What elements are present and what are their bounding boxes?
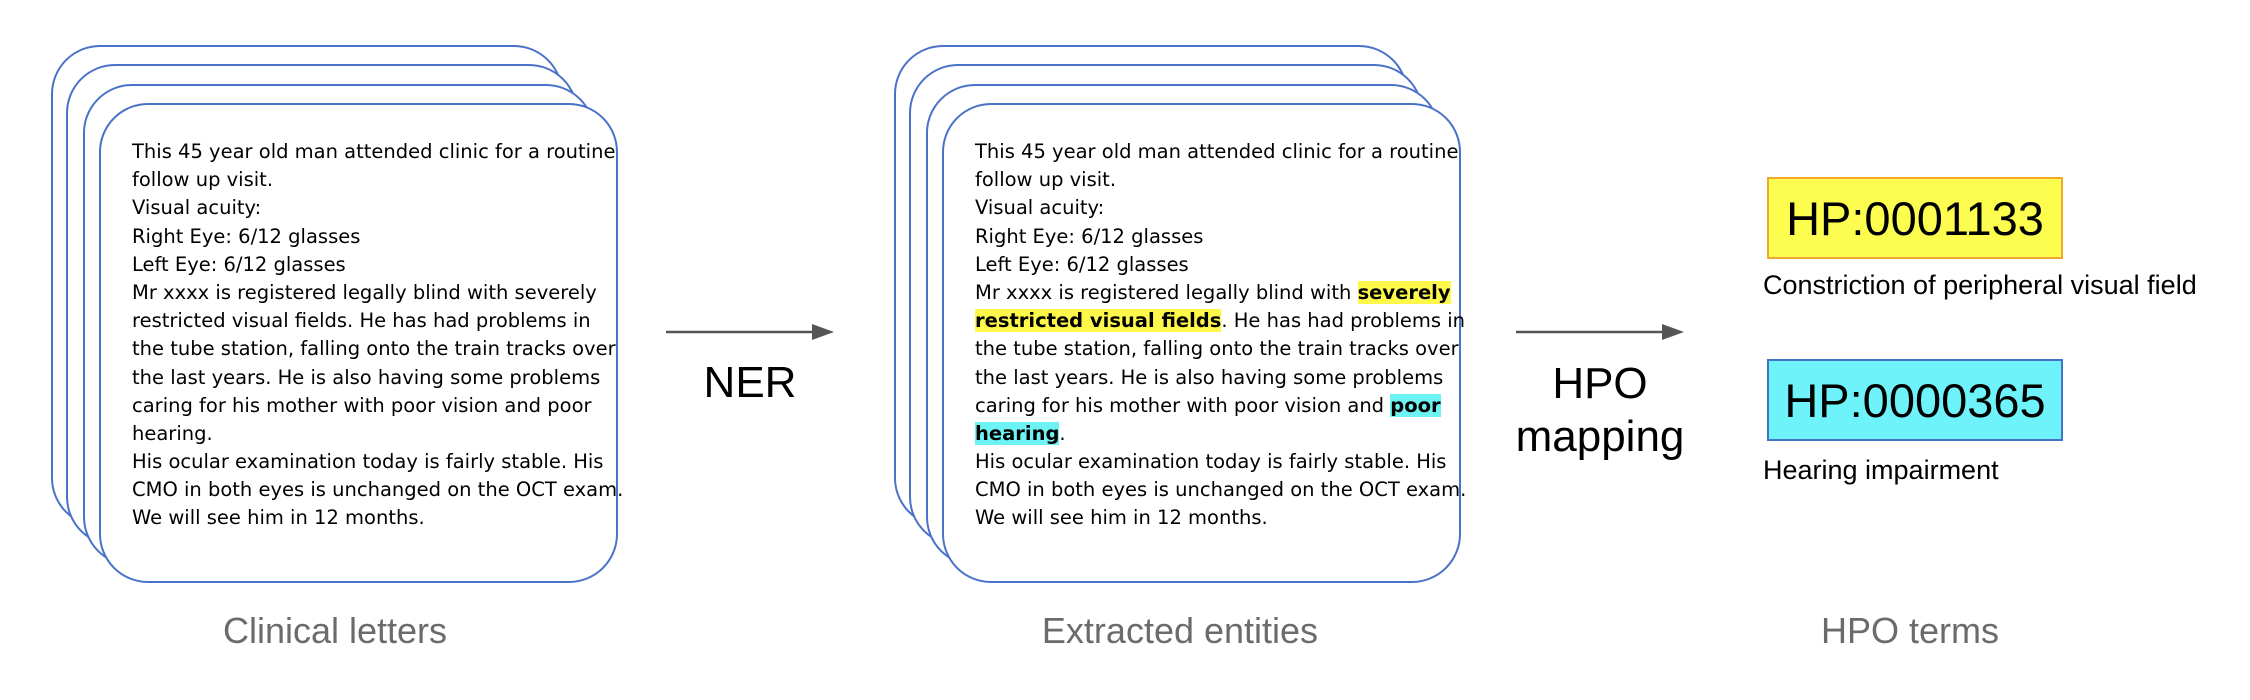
entity-highlight-hearing: hearing <box>975 421 1060 445</box>
hpo-term-box-hearing: HP:0000365 <box>1767 359 2063 441</box>
clinical-letter-text: This 45 year old man attended clinic for… <box>132 138 623 533</box>
letter-line: restricted visual fields. He has had pro… <box>132 309 591 333</box>
entity-letter-line: hearing. <box>975 420 1466 448</box>
hpo-step-line: HPO <box>1552 359 1648 408</box>
letter-line: the tube station, falling onto the train… <box>132 337 616 361</box>
hpo-term-name-visual-field: Constriction of peripheral visual field <box>1763 270 2197 300</box>
entity-highlight-visual: severely <box>1357 280 1451 304</box>
entity-letter-line: the last years. He is also having some p… <box>975 365 1444 389</box>
entity-letter-line: We will see him in 12 months. <box>975 506 1268 530</box>
ner-arrow-head <box>812 324 834 340</box>
entity-letter-line: His ocular examination today is fairly s… <box>975 450 1447 474</box>
ner-step-label: NER <box>703 358 797 407</box>
letter-line: Visual acuity: <box>132 196 262 220</box>
entities-card-front <box>942 103 1461 583</box>
entity-highlight-visual: restricted visual fields <box>975 309 1222 333</box>
caption-hpo-terms: HPO terms <box>1820 610 1999 651</box>
letter-line: CMO in both eyes is unchanged on the OCT… <box>132 478 624 502</box>
entity-letter-line: Left Eye: 6/12 glasses <box>975 252 1189 276</box>
mapping-step-line: mapping <box>1515 412 1685 461</box>
hpo-mapping-step-label: HPO mapping <box>1500 357 1700 463</box>
entity-letter-line: CMO in both eyes is unchanged on the OCT… <box>975 478 1467 502</box>
entity-letter-line: caring for his mother with poor vision a… <box>975 392 1466 420</box>
letter-line: follow up visit. <box>132 168 274 192</box>
entity-letter-line: Right Eye: 6/12 glasses <box>975 224 1204 248</box>
caption-clinical-letters: Clinical letters <box>222 610 448 651</box>
entity-line-prefix: Mr xxxx is registered legally blind with <box>975 280 1358 304</box>
entity-line-suffix: . <box>1059 421 1066 445</box>
hpo-term-name-hearing: Hearing impairment <box>1763 455 1999 485</box>
letters-card-front <box>99 103 618 583</box>
letter-line: His ocular examination today is fairly s… <box>132 450 604 474</box>
hpo-arrow-head <box>1662 324 1684 340</box>
letter-line: This 45 year old man attended clinic for… <box>132 140 616 163</box>
entity-letter-line: restricted visual fields. He has had pro… <box>975 307 1466 335</box>
entity-letter-line: This 45 year old man attended clinic for… <box>975 140 1459 163</box>
caption-extracted-entities: Extracted entities <box>1041 610 1319 651</box>
letter-line: Left Eye: 6/12 glasses <box>132 252 346 276</box>
entity-line-prefix: caring for his mother with poor vision a… <box>975 393 1391 417</box>
hpo-term-box-visual-field: HP:0001133 <box>1767 177 2063 259</box>
letter-line: the last years. He is also having some p… <box>132 365 601 389</box>
letter-line: Mr xxxx is registered legally blind with… <box>132 280 597 304</box>
entity-letter-line: follow up visit. <box>975 168 1117 192</box>
letter-line: hearing. <box>132 421 213 445</box>
letter-line: caring for his mother with poor vision a… <box>132 393 592 417</box>
entities-letter-text: This 45 year old man attended clinic for… <box>975 138 1466 533</box>
entity-line-suffix: . He has had problems in <box>1221 309 1466 333</box>
entity-highlight-hearing: poor <box>1390 393 1441 417</box>
letter-line: Right Eye: 6/12 glasses <box>132 224 361 248</box>
entity-letter-line: Visual acuity: <box>975 196 1105 220</box>
entity-letter-line: Mr xxxx is registered legally blind with… <box>975 279 1466 307</box>
entity-letter-line: the tube station, falling onto the train… <box>975 337 1459 361</box>
letter-line: We will see him in 12 months. <box>132 506 425 530</box>
